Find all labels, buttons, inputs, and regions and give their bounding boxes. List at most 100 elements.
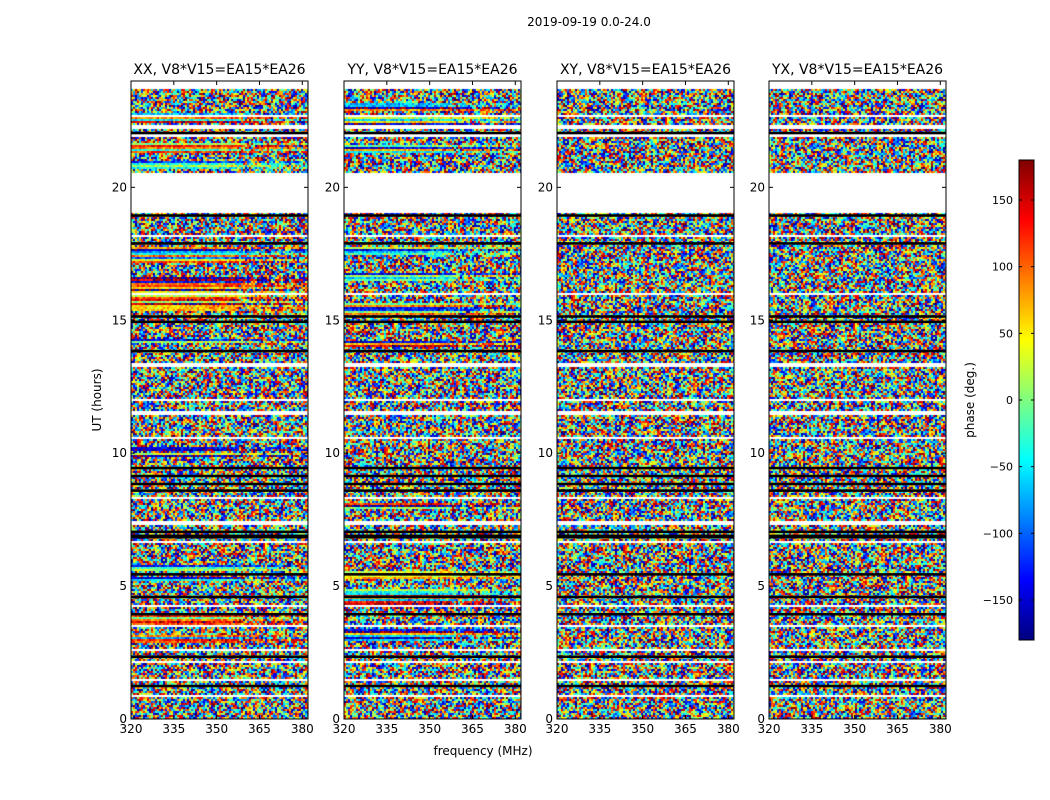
heatmap-image	[131, 81, 308, 719]
y-tick-label: 0	[332, 712, 340, 726]
x-tick-label: 365	[461, 722, 484, 736]
colorbar: 150 100 50 0 −50 −100 −150	[983, 159, 1035, 641]
flag-row	[557, 349, 734, 353]
colorbar-tick-label: −50	[990, 461, 1013, 474]
y-axis-label: UT (hours)	[90, 368, 104, 431]
flag-row	[557, 242, 734, 245]
y-tick-label: 5	[119, 579, 127, 593]
panel-xx: XX, V8*V15=EA15*EA26 320 335 350 365 380 0 5 10 1…	[112, 62, 314, 736]
colorbar-tick-label: 100	[992, 261, 1013, 274]
flag-row	[769, 131, 946, 135]
flag-row	[344, 534, 521, 538]
panel-frame	[556, 80, 735, 720]
flag-row	[131, 534, 308, 538]
flag-row	[769, 214, 946, 217]
flag-row	[557, 320, 734, 324]
panel-title: YY, V8*V15=EA15*EA26	[346, 62, 517, 78]
flag-row	[557, 535, 734, 539]
flag-row	[344, 482, 521, 486]
flag-row	[344, 595, 521, 599]
flag-row	[557, 655, 734, 659]
panel-frame	[130, 80, 309, 720]
y-tick-label: 20	[325, 180, 340, 194]
x-tick-label: 365	[674, 722, 697, 736]
flag-row	[557, 573, 734, 576]
flag-row	[557, 315, 734, 318]
flag-row	[131, 489, 308, 492]
x-tick-label: 350	[418, 722, 441, 736]
panel-title: YX, V8*V15=EA15*EA26	[771, 62, 943, 78]
x-tick-label: 335	[162, 722, 185, 736]
flag-row	[557, 612, 734, 616]
x-tick-label: 335	[800, 722, 823, 736]
x-tick-label: 350	[205, 722, 228, 736]
colorbar-tick-label: 150	[992, 194, 1013, 207]
colorbar-tick-label: −100	[983, 527, 1013, 540]
flag-row	[557, 214, 734, 217]
flag-row	[769, 349, 946, 353]
colorbar-label: phase (deg.)	[963, 362, 977, 438]
y-tick-label: 15	[750, 313, 765, 327]
x-tick-label: 320	[333, 722, 356, 736]
flag-row	[344, 131, 521, 135]
flag-row	[769, 320, 946, 324]
flag-row	[344, 612, 521, 616]
x-tick-label: 380	[717, 722, 740, 736]
flag-row	[769, 573, 946, 576]
x-tick-label: 320	[758, 722, 781, 736]
flag-row	[769, 684, 946, 688]
panel-yx: YX, V8*V15=EA15*EA26 320 335 350 365 380 0 5 10 1…	[750, 62, 952, 736]
flag-row	[131, 612, 308, 616]
x-tick-label: 335	[375, 722, 398, 736]
panel-group: XX, V8*V15=EA15*EA26 320 335 350 365 380 0 5 10 1…	[112, 62, 952, 736]
flag-row	[557, 474, 734, 478]
flag-row	[131, 242, 308, 245]
flag-row	[131, 315, 308, 318]
y-tick-label: 0	[119, 712, 127, 726]
y-tick-label: 5	[332, 579, 340, 593]
y-tick-label: 5	[545, 579, 553, 593]
y-tick-label: 0	[545, 712, 553, 726]
x-tick-label: 350	[843, 722, 866, 736]
flag-row	[344, 474, 521, 478]
y-tick-label: 15	[538, 313, 553, 327]
flag-row	[557, 489, 734, 492]
colorbar-tick-label: 0	[1006, 394, 1013, 407]
y-tick-label: 20	[750, 180, 765, 194]
flag-row	[769, 530, 946, 534]
flag-row	[131, 684, 308, 688]
flag-row	[557, 131, 734, 135]
panel-title: XX, V8*V15=EA15*EA26	[133, 62, 305, 78]
x-tick-label: 320	[120, 722, 143, 736]
flag-row	[769, 482, 946, 486]
y-tick-label: 20	[538, 180, 553, 194]
y-tick-label: 10	[325, 446, 340, 460]
flag-row	[557, 684, 734, 688]
y-tick-label: 15	[112, 313, 127, 327]
flag-row	[344, 349, 521, 353]
colorbar-tick-label: −150	[983, 594, 1013, 607]
flag-row	[131, 482, 308, 486]
flag-row	[769, 655, 946, 659]
flag-row	[131, 131, 308, 135]
flag-row	[131, 349, 308, 353]
flag-row	[769, 595, 946, 599]
x-tick-label: 335	[588, 722, 611, 736]
flag-row	[131, 474, 308, 478]
flag-row	[131, 466, 308, 470]
heatmap-image	[769, 81, 946, 719]
flag-row	[344, 214, 521, 217]
x-tick-label: 380	[504, 722, 527, 736]
x-axis-label: frequency (MHz)	[433, 744, 532, 758]
flag-row	[344, 655, 521, 659]
y-tick-label: 15	[325, 313, 340, 327]
flag-row	[344, 315, 521, 318]
panel-yy: YY, V8*V15=EA15*EA26 320 335 350 365 380 0 5 10 1…	[325, 62, 527, 736]
y-tick-label: 20	[112, 180, 127, 194]
flag-row	[557, 482, 734, 486]
flag-row	[557, 466, 734, 470]
figure-title: 2019-09-19 0.0-24.0	[527, 15, 651, 29]
flag-row	[131, 320, 308, 324]
x-tick-label: 350	[631, 722, 654, 736]
